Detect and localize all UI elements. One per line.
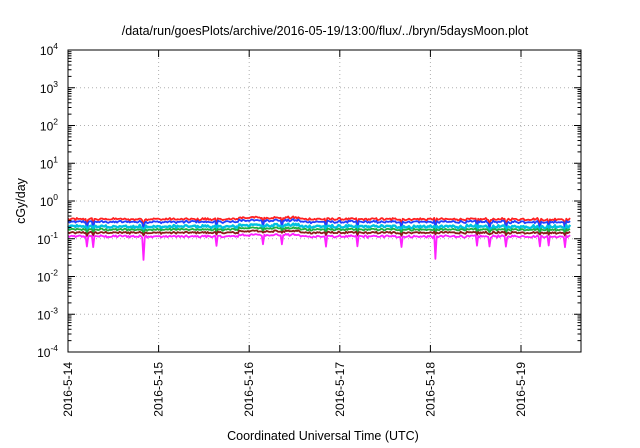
y-tick-base: 10 xyxy=(40,157,54,171)
series-line xyxy=(67,215,571,228)
y-tick-exponent: -2 xyxy=(50,268,58,278)
series-line xyxy=(67,222,572,235)
y-tick-exponent: -4 xyxy=(50,343,58,353)
x-tick-label: 2016-5-15 xyxy=(152,362,166,417)
series-line xyxy=(67,218,571,232)
y-tick-exponent: 4 xyxy=(53,41,58,51)
chart-title: /data/run/goesPlots/archive/2016-05-19/1… xyxy=(122,24,529,38)
ticks xyxy=(67,49,581,353)
y-tick-label: 10-4 xyxy=(37,343,58,360)
y-tick-base: 10 xyxy=(37,346,51,360)
y-tick-base: 10 xyxy=(40,82,54,96)
y-tick-label: 103 xyxy=(40,79,58,96)
y-tick-base: 10 xyxy=(40,120,54,134)
y-tick-exponent: 2 xyxy=(53,117,58,127)
y-tick-label: 10-1 xyxy=(37,230,58,247)
y-tick-label: 102 xyxy=(40,117,58,134)
y-tick-exponent: -1 xyxy=(50,230,58,240)
y-tick-base: 10 xyxy=(40,195,54,209)
y-tick-label: 101 xyxy=(40,154,58,171)
x-tick-label: 2016-5-17 xyxy=(333,362,347,417)
grid xyxy=(68,50,581,352)
y-tick-label: 10-3 xyxy=(37,305,58,322)
y-tick-base: 10 xyxy=(37,233,51,247)
y-tick-label: 10-2 xyxy=(37,268,58,285)
y-tick-exponent: 3 xyxy=(53,79,58,89)
y-tick-base: 10 xyxy=(40,44,54,58)
x-tick-label: 2016-5-19 xyxy=(514,362,528,417)
x-tick-label: 2016-5-18 xyxy=(423,362,437,417)
y-tick-exponent: 1 xyxy=(53,154,58,164)
y-axis-label: cGy/day xyxy=(14,177,28,224)
x-tick-labels: 2016-5-14 2016-5-15 2016-5-16 2016-5-17 2016… xyxy=(61,362,528,417)
x-tick-label: 2016-5-14 xyxy=(61,362,75,417)
y-tick-exponent: -3 xyxy=(50,305,58,315)
y-tick-base: 10 xyxy=(37,271,51,285)
series-line xyxy=(67,226,571,235)
series-line xyxy=(67,229,571,237)
y-tick-exponent: 0 xyxy=(53,192,58,202)
series-line xyxy=(67,232,571,261)
y-tick-label: 104 xyxy=(40,41,58,58)
y-tick-base: 10 xyxy=(37,308,51,322)
y-tick-label: 100 xyxy=(40,192,58,209)
x-tick-label: 2016-5-16 xyxy=(242,362,256,417)
series-layer xyxy=(67,215,572,261)
x-axis-label: Coordinated Universal Time (UTC) xyxy=(227,429,419,443)
